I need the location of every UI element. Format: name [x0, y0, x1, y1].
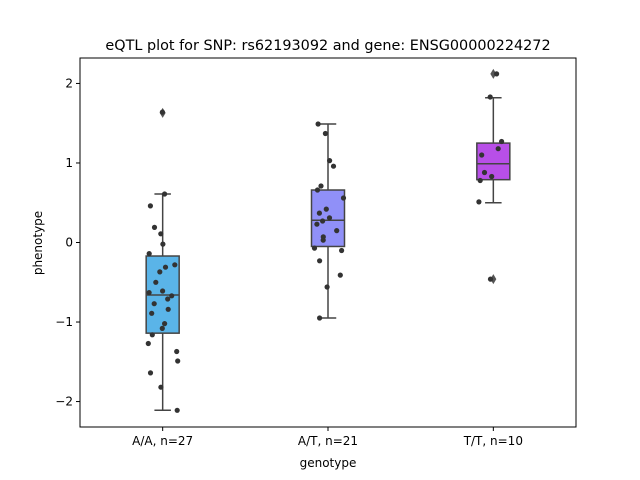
data-point [159, 325, 165, 331]
data-point [479, 152, 485, 158]
data-point [158, 384, 164, 390]
data-point [314, 221, 320, 227]
data-point [326, 215, 333, 221]
y-tick-label: −1 [55, 315, 73, 329]
data-point [316, 210, 322, 216]
plot-area [145, 68, 511, 413]
data-point [146, 251, 152, 257]
data-point [323, 206, 329, 212]
data-point [160, 241, 166, 247]
data-point [174, 348, 180, 355]
data-point [151, 224, 158, 230]
strip-points-1 [145, 109, 181, 413]
data-point [149, 332, 155, 338]
data-point [340, 195, 347, 201]
data-point [175, 358, 181, 364]
data-point [317, 258, 323, 264]
data-point [162, 191, 168, 197]
data-point [147, 370, 154, 376]
axes: −2 −1 0 1 2 A/A, n=27 A/T, n=21 T/T, n=10 [55, 76, 523, 448]
data-point [499, 138, 505, 145]
data-point [174, 407, 180, 413]
data-point [165, 296, 171, 302]
data-point [165, 306, 171, 312]
data-point [153, 279, 159, 285]
data-point [487, 276, 494, 282]
data-point [330, 163, 337, 169]
data-point [337, 272, 343, 278]
data-point [320, 218, 326, 224]
data-point [145, 340, 151, 347]
data-point [146, 290, 152, 296]
data-point [158, 231, 164, 237]
data-point [327, 158, 333, 164]
data-point [160, 288, 166, 294]
y-tick-label: 2 [65, 76, 73, 90]
y-axis-label: phenotype [31, 211, 45, 275]
outlier-marker [490, 274, 497, 285]
data-point [169, 293, 175, 299]
data-point [494, 71, 500, 77]
data-point [172, 262, 178, 268]
data-point [315, 121, 321, 127]
y-tick-label: −2 [55, 395, 73, 409]
data-point [487, 94, 493, 100]
data-point [489, 173, 495, 180]
x-axis-label: genotype [300, 456, 357, 470]
chart-title: eQTL plot for SNP: rs62193092 and gene: … [105, 38, 550, 54]
data-point [477, 177, 483, 184]
x-tick-label: A/A, n=27 [132, 434, 193, 448]
iqr-box [476, 142, 511, 181]
data-point [481, 169, 488, 176]
data-point [324, 284, 330, 290]
data-point [159, 109, 165, 115]
data-point [162, 321, 168, 327]
data-point [149, 310, 155, 316]
data-point [151, 301, 157, 307]
data-point [334, 228, 340, 234]
x-tick-label: T/T, n=10 [463, 434, 523, 448]
data-point [311, 245, 318, 251]
x-tick-label: A/T, n=21 [298, 434, 358, 448]
data-point [317, 315, 323, 321]
data-point [476, 199, 482, 205]
data-point [495, 146, 501, 152]
strip-points-2 [311, 121, 347, 321]
y-tick-label: 0 [65, 236, 73, 250]
outlier-marker [490, 68, 497, 79]
data-point [320, 237, 326, 243]
data-point [339, 247, 345, 254]
data-point [157, 269, 163, 275]
strip-points-3 [476, 71, 505, 282]
data-point [162, 264, 169, 270]
data-point [322, 130, 328, 137]
data-point [318, 183, 324, 189]
y-tick-label: 1 [65, 156, 73, 170]
data-point [147, 203, 153, 209]
data-point [314, 187, 321, 193]
